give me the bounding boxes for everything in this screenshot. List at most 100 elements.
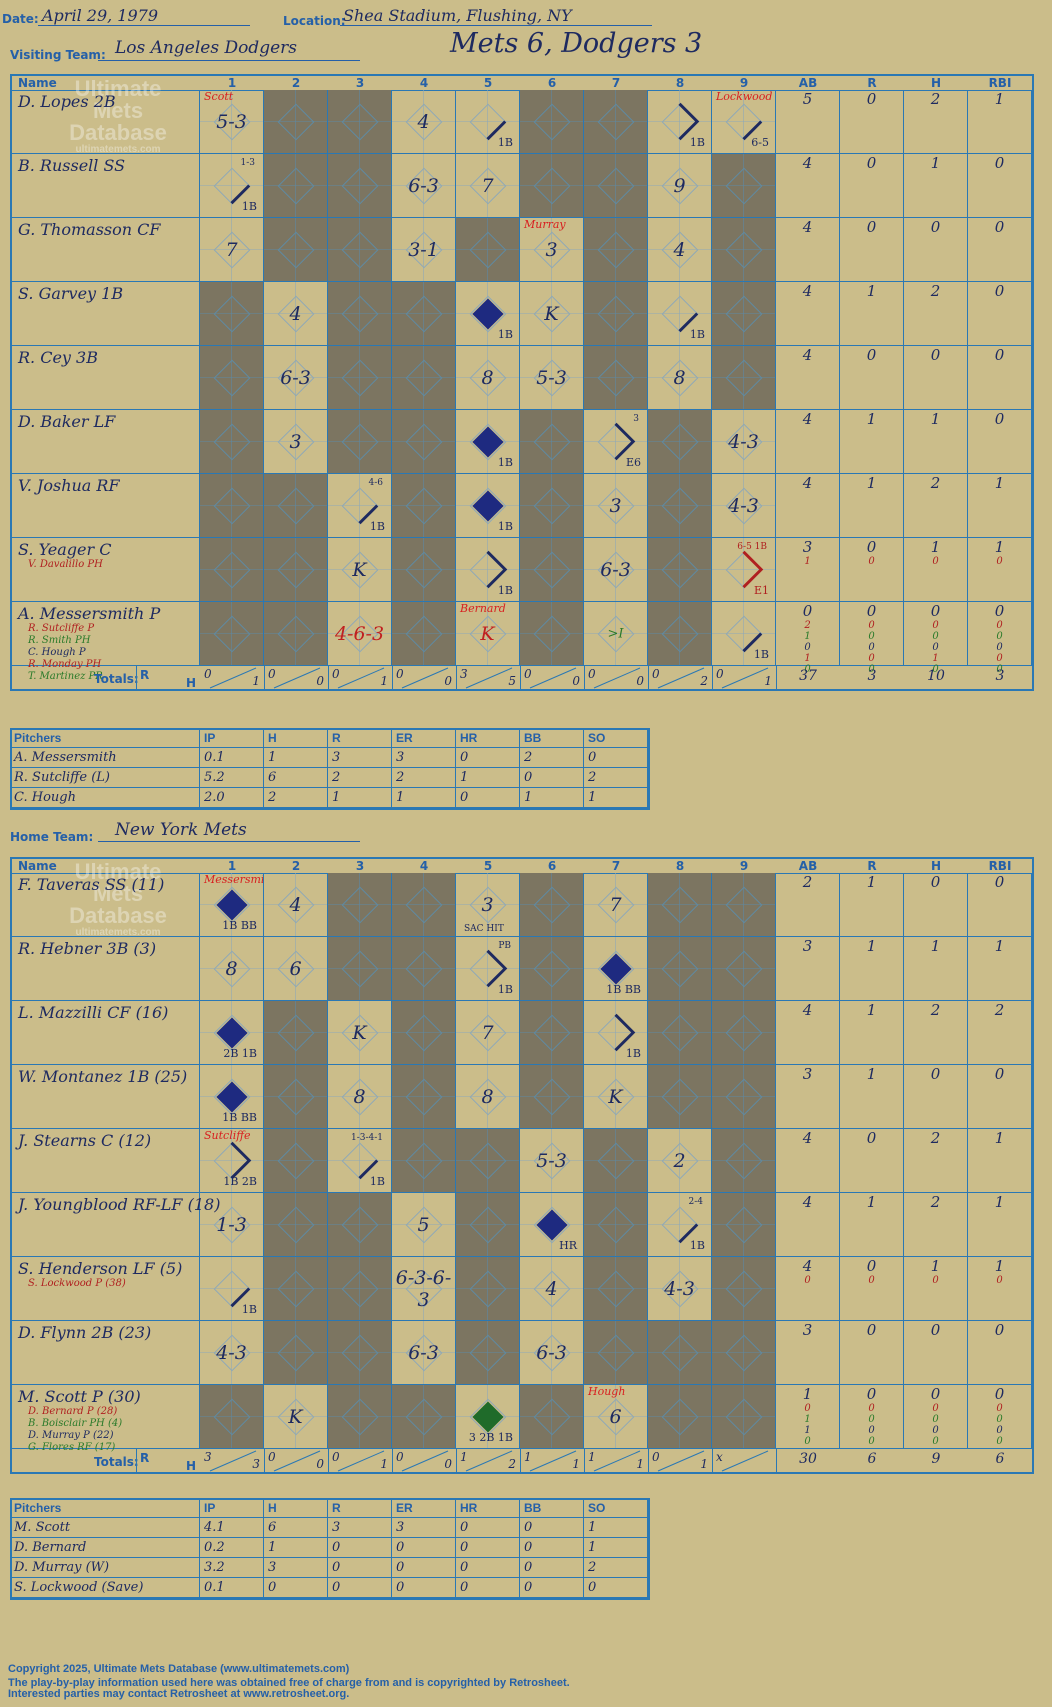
game-title: Mets 6, Dodgers 3 [450, 28, 703, 59]
home-stat-value: 3 [802, 937, 813, 955]
home-cell-guides [584, 1321, 647, 1384]
visitors-stat-value: 0 [930, 218, 941, 236]
home-stat-value: 1 [804, 1425, 811, 1436]
home-cell-guides [520, 1257, 583, 1320]
visitors-cell-guides [456, 538, 519, 601]
home-basepath-line [230, 1287, 251, 1308]
visitors-basepath-line [614, 422, 636, 461]
home-atbat-cell: 8 [456, 1065, 520, 1129]
home-stat-cell: 4 [776, 1001, 840, 1065]
visitors-stat-value: 0 [994, 346, 1005, 364]
home-player-cell-7 [10, 1321, 200, 1385]
home-hit-notation: 1B [625, 1047, 641, 1060]
home-cell-guides [200, 1321, 263, 1384]
home-totals-r-label: R [140, 1451, 150, 1465]
visitors-atbat-cell: 1B [456, 538, 520, 602]
home-cell-guides [712, 1257, 775, 1320]
home-watermark-url: ultimatemets.com [75, 927, 161, 938]
visitors-atbat-cell [392, 346, 456, 410]
visitors-play-notation: 7 [481, 174, 494, 197]
home-atbat-cell: 2 [648, 1129, 712, 1193]
visitors-atbat-cell [200, 410, 264, 474]
home-atbat-cell: 4 [520, 1257, 584, 1321]
visitors-inning-runs: 0 [588, 667, 596, 681]
home-atbat-cell: K [584, 1065, 648, 1129]
visitors-atbat-cell [328, 218, 392, 282]
visitors-cell-guides [712, 282, 775, 345]
home-stat-value: 1 [994, 1257, 1005, 1275]
visitors-atbat-cell: K [328, 538, 392, 602]
visitors-inning-hits: 0 [444, 674, 452, 688]
visitors-atbat-cell: 4 [392, 90, 456, 154]
date-label: Date: [2, 12, 39, 26]
home-stat-value: 2 [930, 1001, 941, 1019]
visitors-atbat-cell: 4-3 [712, 410, 776, 474]
home-atbat-cell [392, 1129, 456, 1193]
visitors-cell-guides [712, 538, 775, 601]
visitors-atbat-cell [200, 538, 264, 602]
visitor_pitchers-stat-cell: 2 [264, 788, 328, 808]
home_pitchers-stat-cell: 4.1 [200, 1518, 264, 1538]
home-stat-value: 1 [866, 1001, 877, 1019]
visitors-stat-cell: 4 [776, 218, 840, 282]
home-stat-value: 0 [996, 1275, 1003, 1286]
visitors-stat-value: 1 [866, 474, 877, 492]
home-stat-value: 0 [804, 1436, 811, 1447]
home_pitchers-stat-cell: 0.1 [200, 1578, 264, 1598]
home-atbat-cell [712, 1385, 776, 1449]
home-atbat-cell [712, 1001, 776, 1065]
visitors-stat-cell: 5 [776, 90, 840, 154]
home-inning-header-3: 3 [355, 859, 365, 873]
visitor_pitchers-stat-cell: 5.2 [200, 768, 264, 788]
home-inning-hits: 2 [508, 1457, 516, 1471]
visitors-play-notation: 6-3 [408, 174, 439, 197]
home-cell-guides [200, 1385, 263, 1448]
home_pitchers-header-cell: ER [392, 1498, 456, 1518]
visitors-hit-notation: 1B [497, 328, 513, 341]
home-stat-header-rbi: RBI [988, 859, 1012, 873]
home-play-notation: K [288, 1405, 303, 1428]
home-cell-guides [328, 937, 391, 1000]
visitors-total-slash [721, 667, 769, 689]
home-inning-hits: 1 [380, 1457, 388, 1471]
visitors-atbat-cell [328, 346, 392, 410]
home-atbat-cell: K [264, 1385, 328, 1449]
visitors-stat-value: 0 [932, 620, 939, 631]
home-atbat-cell [648, 937, 712, 1001]
visitors-play-notation: 4-3 [728, 430, 759, 453]
visitors-atbat-cell: 4-3 [712, 474, 776, 538]
location-value: Shea Stadium, Flushing, NY [343, 6, 572, 25]
visitors-substitute-name: R. Smith PH [28, 635, 91, 646]
visitors-play-notation: 6-3 [600, 558, 631, 581]
visitors-atbat-cell: 7 [456, 154, 520, 218]
home-cell-guides [584, 1129, 647, 1192]
visitors-atbat-cell [264, 90, 328, 154]
visitors-stat-value: 2 [930, 474, 941, 492]
home-cell-guides [392, 1257, 455, 1320]
visitors-atbat-cell [264, 538, 328, 602]
visitors-stat-value: 0 [996, 664, 1003, 675]
home-atbat-cell [712, 1257, 776, 1321]
home-hit-notation: 1B [241, 1303, 257, 1316]
home-stat-value: 0 [866, 1385, 877, 1403]
visitors-player-cell-0 [10, 90, 200, 154]
footer-retrosheet: The play-by-play information used here w… [8, 1677, 570, 1689]
home_pitchers-stat-cell: 1 [264, 1538, 328, 1558]
home-hit-notation: 1B [689, 1239, 705, 1252]
home-stat-cell: 1 [968, 937, 1032, 1001]
visitors-stat-cell: 0 [968, 410, 1032, 474]
visitors-stat-value: 2 [930, 282, 941, 300]
visitors-atbat-cell: 1B [648, 282, 712, 346]
visitor_pitchers-header-cell: ER [392, 728, 456, 748]
visitors-inning-header-6: 6 [547, 76, 557, 90]
visitors-stat-value: 0 [866, 346, 877, 364]
home-stat-cell: 4 [776, 1193, 840, 1257]
visitors-stat-value: 0 [994, 602, 1005, 620]
